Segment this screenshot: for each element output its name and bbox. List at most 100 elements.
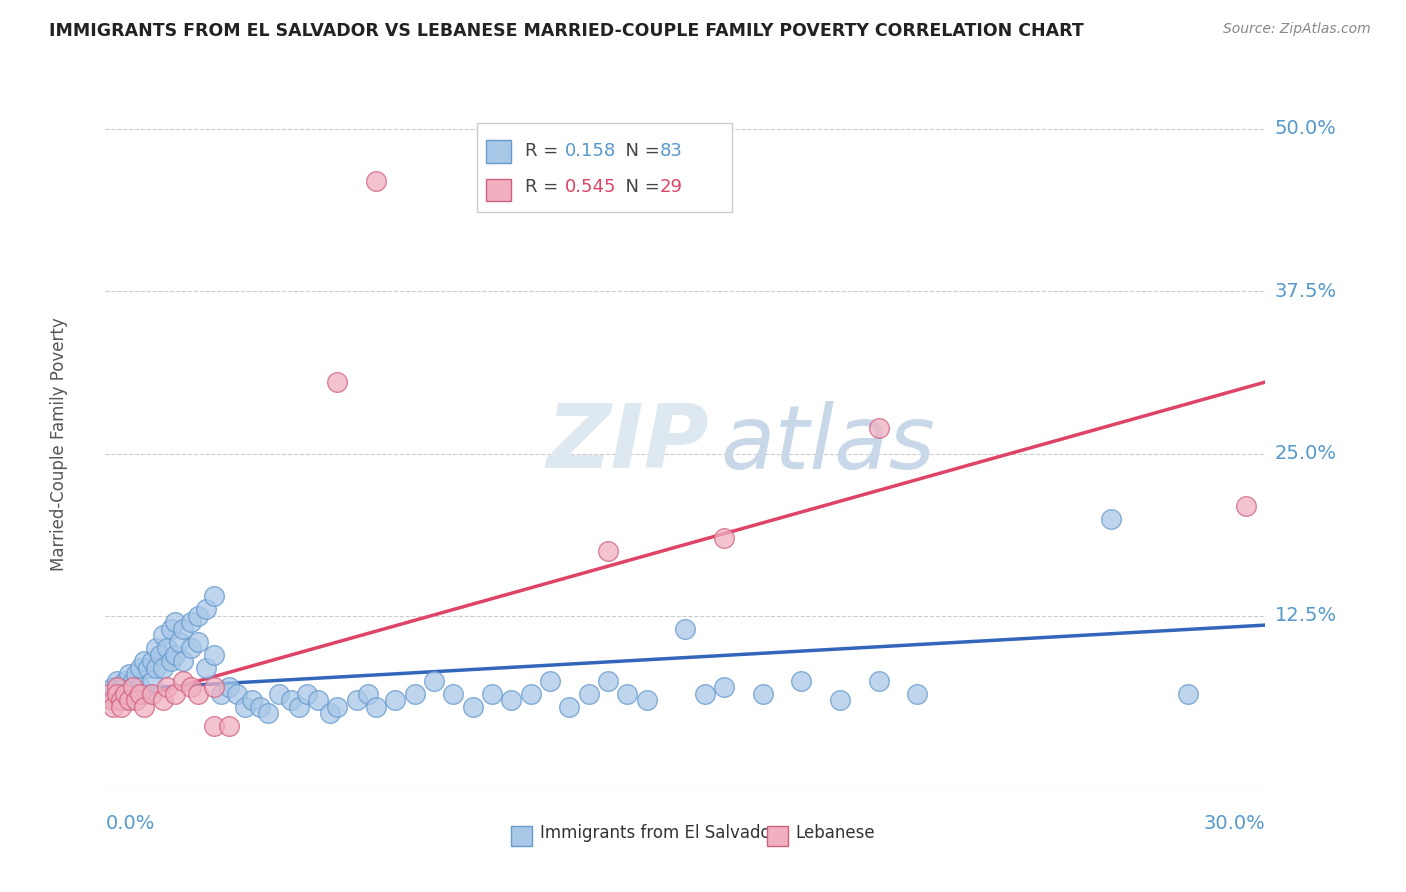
- Point: [167, 635, 190, 649]
- Point: [598, 673, 620, 688]
- Point: [172, 622, 194, 636]
- Point: [118, 667, 141, 681]
- Text: N =: N =: [613, 143, 665, 161]
- Point: [129, 687, 152, 701]
- Point: [868, 420, 890, 434]
- Point: [538, 673, 561, 688]
- Point: [152, 693, 174, 707]
- Point: [156, 681, 179, 695]
- Point: [187, 635, 209, 649]
- Point: [98, 687, 121, 701]
- Point: [598, 544, 620, 558]
- Point: [103, 693, 124, 707]
- Point: [121, 681, 143, 695]
- Point: [366, 700, 388, 714]
- Text: 83: 83: [659, 143, 683, 161]
- Text: R =: R =: [526, 143, 564, 161]
- Point: [132, 655, 156, 669]
- Point: [616, 687, 638, 701]
- Point: [307, 693, 329, 707]
- Point: [326, 375, 349, 389]
- Point: [110, 681, 132, 695]
- Point: [242, 693, 264, 707]
- Point: [202, 648, 225, 662]
- Point: [180, 641, 202, 656]
- Bar: [486, 178, 512, 201]
- Point: [346, 693, 368, 707]
- Point: [202, 590, 225, 604]
- Point: [165, 648, 187, 662]
- Point: [125, 693, 148, 707]
- Point: [194, 661, 218, 675]
- Point: [105, 687, 128, 701]
- Text: 50.0%: 50.0%: [1275, 119, 1337, 138]
- Text: 12.5%: 12.5%: [1275, 607, 1337, 625]
- Point: [357, 687, 380, 701]
- Point: [132, 700, 156, 714]
- Point: [172, 673, 194, 688]
- Point: [121, 673, 143, 688]
- Point: [461, 700, 484, 714]
- Point: [132, 687, 156, 701]
- Point: [103, 681, 124, 695]
- Point: [202, 681, 225, 695]
- Point: [384, 693, 406, 707]
- Point: [636, 693, 658, 707]
- Text: IMMIGRANTS FROM EL SALVADOR VS LEBANESE MARRIED-COUPLE FAMILY POVERTY CORRELATIO: IMMIGRANTS FROM EL SALVADOR VS LEBANESE …: [49, 22, 1084, 40]
- Point: [693, 687, 716, 701]
- Point: [295, 687, 318, 701]
- Point: [105, 681, 128, 695]
- Point: [118, 687, 141, 701]
- Point: [156, 641, 179, 656]
- Point: [202, 719, 225, 733]
- Point: [326, 700, 349, 714]
- Point: [125, 687, 148, 701]
- Point: [160, 622, 183, 636]
- Text: R =: R =: [526, 178, 564, 196]
- Point: [152, 661, 174, 675]
- Point: [218, 681, 240, 695]
- Point: [145, 661, 167, 675]
- Point: [423, 673, 446, 688]
- Point: [121, 681, 143, 695]
- Point: [713, 681, 735, 695]
- FancyBboxPatch shape: [477, 123, 733, 211]
- Point: [114, 673, 136, 688]
- Point: [257, 706, 280, 721]
- Text: atlas: atlas: [720, 401, 935, 487]
- Bar: [486, 140, 512, 163]
- Point: [180, 681, 202, 695]
- Point: [218, 719, 240, 733]
- Point: [110, 700, 132, 714]
- Point: [501, 693, 523, 707]
- Point: [194, 602, 218, 616]
- Point: [481, 687, 503, 701]
- Point: [675, 622, 697, 636]
- Point: [752, 687, 775, 701]
- Point: [165, 687, 187, 701]
- Point: [149, 648, 172, 662]
- Point: [1099, 511, 1122, 525]
- Point: [1177, 687, 1199, 701]
- Bar: [766, 826, 787, 847]
- Point: [152, 628, 174, 642]
- Point: [288, 700, 311, 714]
- Point: [211, 687, 233, 701]
- Point: [110, 687, 132, 701]
- Point: [114, 687, 136, 701]
- Point: [160, 655, 183, 669]
- Point: [269, 687, 291, 701]
- Point: [280, 693, 302, 707]
- Point: [172, 655, 194, 669]
- Point: [129, 681, 152, 695]
- Text: 25.0%: 25.0%: [1275, 444, 1337, 463]
- Point: [233, 700, 256, 714]
- Text: 0.0%: 0.0%: [105, 814, 155, 832]
- Point: [129, 661, 152, 675]
- Text: ZIP: ZIP: [546, 401, 709, 487]
- Point: [136, 661, 159, 675]
- Text: N =: N =: [613, 178, 665, 196]
- Point: [249, 700, 271, 714]
- Point: [404, 687, 426, 701]
- Bar: [512, 826, 533, 847]
